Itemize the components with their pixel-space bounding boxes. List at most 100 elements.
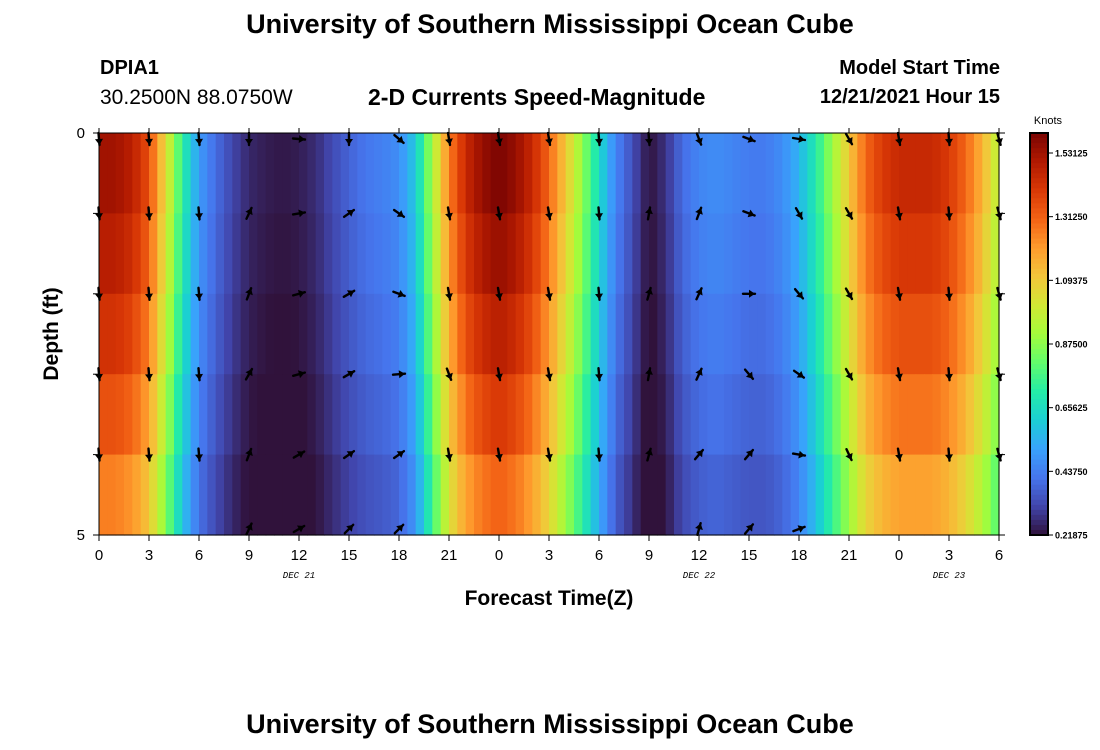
heatmap-cell xyxy=(924,454,933,536)
heatmap-cell xyxy=(674,454,683,536)
heatmap-cell xyxy=(949,213,958,295)
colorbar-band xyxy=(1030,198,1048,204)
colorbar: 1.53125 1.31250 1.09375 0.87500 0.65625 0.437… xyxy=(1029,115,1088,541)
heatmap-cell xyxy=(149,133,158,214)
heatmap-cell xyxy=(649,293,658,375)
heatmap-cell xyxy=(857,133,867,214)
heatmap-cell xyxy=(132,293,142,375)
x-tick-label: 3 xyxy=(945,547,953,564)
current-vector xyxy=(945,367,953,382)
colorbar-band xyxy=(1030,188,1048,194)
colorbar-band xyxy=(1030,278,1048,285)
colorbar-band xyxy=(1030,173,1048,179)
heatmap-cell xyxy=(524,374,533,456)
heatmap-cell xyxy=(815,454,825,536)
heatmap-cell xyxy=(382,133,392,214)
heatmap-cell xyxy=(232,293,242,375)
heatmap-cell xyxy=(407,293,417,375)
heatmap-cell xyxy=(990,374,1000,456)
heatmap-cell xyxy=(799,374,808,456)
heatmap-cell xyxy=(849,293,858,375)
heatmap-cell xyxy=(182,133,192,214)
heatmap-cell xyxy=(390,133,400,214)
current-vector xyxy=(392,290,406,298)
heatmap-cell xyxy=(724,213,733,295)
current-vector xyxy=(145,206,153,221)
current-vector xyxy=(743,448,755,461)
heatmap-cell xyxy=(890,293,900,375)
heatmap-cell xyxy=(240,374,250,456)
heatmap-cell xyxy=(157,374,167,456)
heatmap-cell xyxy=(315,293,325,375)
heatmap-cell xyxy=(274,374,283,456)
heatmap-cell xyxy=(715,374,725,456)
heatmap-cell xyxy=(515,133,525,214)
heatmap-cell xyxy=(732,454,742,536)
heatmap-cell xyxy=(524,454,533,536)
heatmap-cell xyxy=(740,454,750,536)
heatmap-cell xyxy=(449,454,458,536)
heatmap-cell xyxy=(124,293,133,375)
colorbar-band xyxy=(1030,529,1048,536)
heatmap-cell xyxy=(407,454,417,536)
heatmap-cell xyxy=(665,374,675,456)
heatmap-cell xyxy=(215,374,225,456)
heatmap-cell xyxy=(990,213,1000,295)
heatmap-cell xyxy=(532,374,542,456)
current-vector xyxy=(195,131,203,147)
heatmap-cell xyxy=(482,213,492,295)
colorbar-band xyxy=(1030,464,1048,471)
current-vector xyxy=(695,522,703,536)
heatmap-cell xyxy=(815,133,825,214)
heatmap-cell xyxy=(349,454,358,536)
colorbar-band xyxy=(1030,163,1048,169)
heatmap-cell xyxy=(457,133,467,214)
heatmap-cell xyxy=(340,133,350,214)
heatmap-cell xyxy=(257,213,267,295)
heatmap-cell xyxy=(915,454,925,536)
heatmap-cell xyxy=(565,374,575,456)
colorbar-band xyxy=(1030,394,1048,400)
current-vector xyxy=(695,287,703,301)
heatmap-cell xyxy=(115,213,125,295)
x-tick-label: 9 xyxy=(645,547,653,564)
heatmap-cell xyxy=(799,213,808,295)
current-vector xyxy=(945,286,953,301)
colorbar-band xyxy=(1030,138,1048,144)
heatmap-cell xyxy=(665,454,675,536)
x-tick-label: 21 xyxy=(441,547,458,564)
heatmap-cell xyxy=(957,213,967,295)
heatmap-cell xyxy=(949,293,958,375)
current-vector xyxy=(595,131,603,147)
colorbar-band xyxy=(1030,258,1048,265)
heatmap-cell xyxy=(465,133,475,214)
heatmap-cell xyxy=(199,454,208,536)
heatmap-cell xyxy=(907,454,917,536)
heatmap-cell xyxy=(849,454,858,536)
colorbar-band xyxy=(1030,238,1048,245)
heatmap-cell xyxy=(282,133,292,214)
heatmap-cell xyxy=(282,213,292,295)
heatmap-cell xyxy=(507,133,517,214)
heatmap-cell xyxy=(782,213,792,295)
heatmap-cell xyxy=(515,293,525,375)
heatmap-cell xyxy=(690,374,700,456)
heatmap-cell xyxy=(149,374,158,456)
heatmap-cell xyxy=(549,213,558,295)
heatmap-cell xyxy=(574,454,583,536)
colorbar-band xyxy=(1030,273,1048,280)
heatmap-cell xyxy=(315,454,325,536)
heatmap-cell xyxy=(274,133,283,214)
heatmap-cell xyxy=(674,213,683,295)
heatmap-cell xyxy=(332,293,342,375)
heatmap-cell xyxy=(532,133,542,214)
colorbar-band xyxy=(1030,519,1048,526)
heatmap-cell xyxy=(432,213,442,295)
heatmap-cell xyxy=(774,133,783,214)
current-vector xyxy=(342,289,356,298)
heatmap-cell xyxy=(515,454,525,536)
heatmap-cell xyxy=(874,374,883,456)
heatmap-cell xyxy=(782,133,792,214)
heatmap-cell xyxy=(574,213,583,295)
